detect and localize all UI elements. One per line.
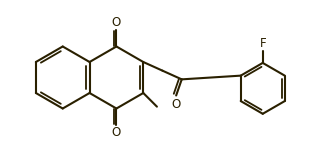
Text: F: F [259,37,266,50]
Text: O: O [112,16,121,29]
Text: O: O [112,126,121,140]
Text: O: O [171,98,180,111]
